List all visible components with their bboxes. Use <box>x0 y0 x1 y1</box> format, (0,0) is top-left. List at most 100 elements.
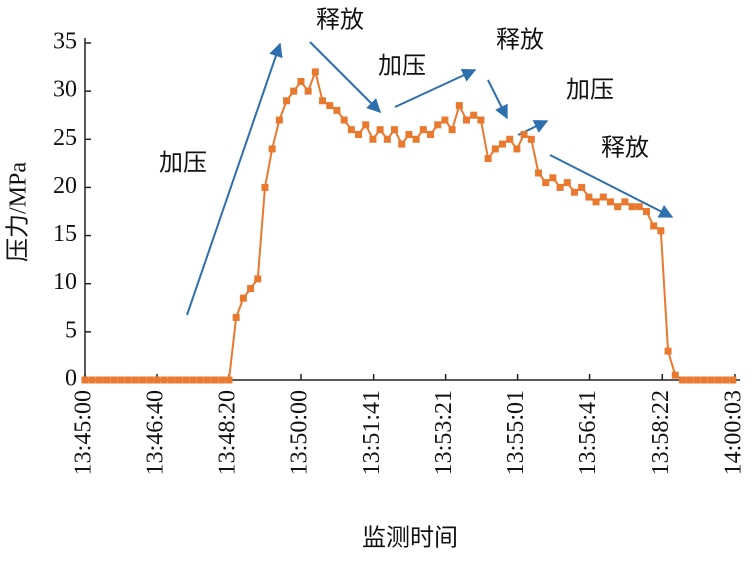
data-point <box>664 347 672 355</box>
data-point <box>261 183 269 191</box>
data-point <box>81 376 89 384</box>
data-point <box>556 183 564 191</box>
data-point <box>441 116 449 124</box>
arrow <box>394 68 477 108</box>
y-tick-label: 30 <box>53 77 77 103</box>
data-point <box>549 174 557 182</box>
data-point <box>218 376 226 384</box>
data-point <box>419 126 427 134</box>
data-point <box>563 179 571 187</box>
x-tick-label: 13:53:21 <box>431 390 457 475</box>
data-point <box>131 376 139 384</box>
data-point <box>95 376 103 384</box>
data-point <box>534 169 542 177</box>
data-point <box>153 376 161 384</box>
data-point <box>232 313 240 321</box>
x-tick-label: 13:50:00 <box>286 390 312 475</box>
data-point <box>484 155 492 163</box>
x-tick-label: 13:46:40 <box>142 390 168 475</box>
data-point <box>707 376 715 384</box>
data-point <box>448 126 456 134</box>
data-point <box>283 97 291 105</box>
data-point <box>729 376 737 384</box>
data-point <box>427 130 435 138</box>
data-point <box>124 376 132 384</box>
data-point <box>498 140 506 148</box>
arrow <box>309 41 381 113</box>
data-point <box>463 116 471 124</box>
data-point <box>239 294 247 302</box>
data-point <box>340 116 348 124</box>
annotation-arrows <box>186 41 674 316</box>
y-tick-label: 15 <box>53 221 77 247</box>
data-point <box>635 203 643 211</box>
data-point <box>290 87 298 95</box>
data-point <box>391 126 399 134</box>
data-point <box>376 126 384 134</box>
data-point <box>700 376 708 384</box>
data-point <box>520 130 528 138</box>
data-point <box>592 198 600 206</box>
data-point <box>506 135 514 143</box>
data-point <box>333 106 341 114</box>
data-point <box>146 376 154 384</box>
data-point <box>477 116 485 124</box>
data-point <box>275 116 283 124</box>
y-tick-label: 20 <box>53 173 77 199</box>
data-point <box>491 145 499 153</box>
data-point <box>542 179 550 187</box>
data-point <box>686 376 694 384</box>
data-point <box>347 126 355 134</box>
y-axis-label: 压力/MPa <box>5 162 32 262</box>
x-tick-label: 13:48:20 <box>214 390 240 475</box>
data-point <box>160 376 168 384</box>
data-point <box>355 130 363 138</box>
x-tick-label: 13:51:41 <box>359 390 385 475</box>
data-point <box>167 376 175 384</box>
x-tick-label: 14:00:03 <box>721 390 747 475</box>
data-point <box>578 183 586 191</box>
data-point <box>678 376 686 384</box>
data-point <box>110 376 118 384</box>
annotation: 释放 <box>496 27 544 54</box>
x-tick-label: 13:56:41 <box>575 390 601 475</box>
data-point <box>182 376 190 384</box>
data-point <box>599 193 607 201</box>
data-point <box>247 285 255 293</box>
y-tick-label: 10 <box>53 269 77 295</box>
data-point <box>628 203 636 211</box>
data-point <box>398 140 406 148</box>
data-point <box>319 97 327 105</box>
data-point <box>225 376 233 384</box>
data-point <box>139 376 147 384</box>
arrow <box>549 154 674 218</box>
data-point <box>722 376 730 384</box>
y-tick-label: 25 <box>53 125 77 151</box>
data-point <box>470 111 478 119</box>
data-point <box>621 198 629 206</box>
data-point <box>434 121 442 129</box>
annotation: 加压 <box>378 53 426 80</box>
data-point <box>304 87 312 95</box>
data-point <box>326 102 334 110</box>
data-point <box>117 376 125 384</box>
data-point <box>455 102 463 110</box>
annotation: 释放 <box>316 7 364 34</box>
data-point <box>254 275 262 283</box>
x-tick-label: 13:58:22 <box>648 390 674 475</box>
data-point <box>693 376 701 384</box>
data-point <box>88 376 96 384</box>
data-point <box>297 78 305 86</box>
data-point <box>657 227 665 235</box>
annotation: 加压 <box>566 77 614 104</box>
arrow <box>186 42 283 316</box>
data-point <box>513 145 521 153</box>
data-point <box>203 376 211 384</box>
data-point <box>189 376 197 384</box>
data-point <box>650 222 658 230</box>
data-point <box>383 135 391 143</box>
data-point <box>614 203 622 211</box>
series-line <box>85 68 733 381</box>
y-tick-label: 35 <box>53 29 77 55</box>
